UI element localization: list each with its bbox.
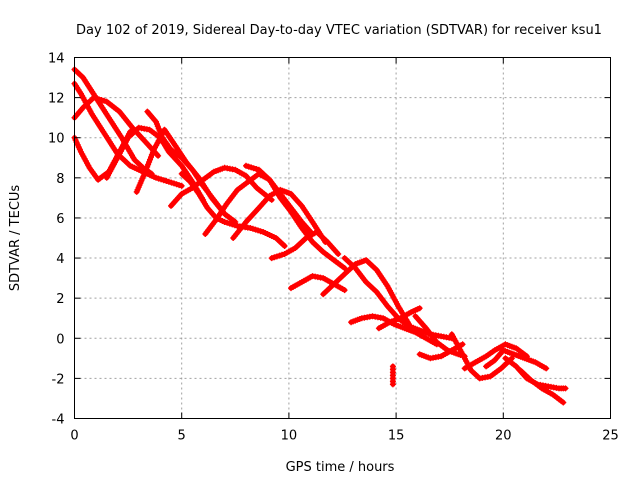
series-plus-markers [389, 363, 396, 388]
series-track-18 [375, 305, 423, 332]
y-tick-label: 8 [56, 172, 64, 187]
x-tick-label: 0 [70, 429, 78, 444]
x-axis-label: GPS time / hours [286, 460, 395, 475]
series-track-25 [517, 367, 567, 406]
series-plus-markers [268, 229, 342, 262]
series-track-23 [483, 347, 550, 372]
y-tick-label: 12 [48, 92, 65, 107]
series-plus-markers [448, 331, 515, 382]
y-axis-label: SDTVAR / TECUs [8, 185, 23, 292]
x-tick-label: 10 [281, 429, 298, 444]
series-track-19 [412, 313, 468, 360]
y-tick-label: -2 [52, 372, 65, 387]
axis-ticks: 0 5 10 15 20 25 -4 -2 0 2 4 6 8 10 12 14 [48, 52, 619, 444]
y-tick-label: 10 [48, 132, 65, 147]
series-plus-markers [517, 367, 567, 406]
y-tick-label: 2 [56, 292, 64, 307]
series-plus-markers [375, 305, 423, 332]
x-tick-label: 5 [178, 429, 186, 444]
data-traces [71, 66, 569, 406]
series-plus-markers [243, 162, 348, 272]
series-plus-markers [320, 257, 412, 328]
series-plus-markers [483, 347, 550, 372]
x-tick-label: 20 [495, 429, 512, 444]
y-tick-label: 4 [56, 252, 64, 267]
series-plus-markers [461, 341, 530, 372]
x-tick-label: 25 [602, 429, 619, 444]
grid-lines [74, 57, 611, 419]
y-tick-label: 0 [56, 332, 64, 347]
series-track-21 [448, 331, 515, 382]
series-track-15 [320, 257, 412, 328]
series-track-13 [268, 229, 342, 262]
chart-title: Day 102 of 2019, Sidereal Day-to-day VTE… [76, 23, 602, 38]
y-tick-label: 6 [56, 212, 64, 227]
series-band [202, 171, 315, 237]
series-track-26 [389, 363, 396, 388]
series-plus-markers [341, 255, 455, 342]
y-tick-label: 14 [48, 52, 65, 67]
y-tick-label: -4 [52, 413, 65, 428]
series-track-22 [461, 341, 530, 372]
x-tick-label: 15 [388, 429, 405, 444]
series-track-7 [144, 108, 228, 217]
series-track-12 [243, 162, 348, 272]
plot-frame [74, 57, 611, 419]
